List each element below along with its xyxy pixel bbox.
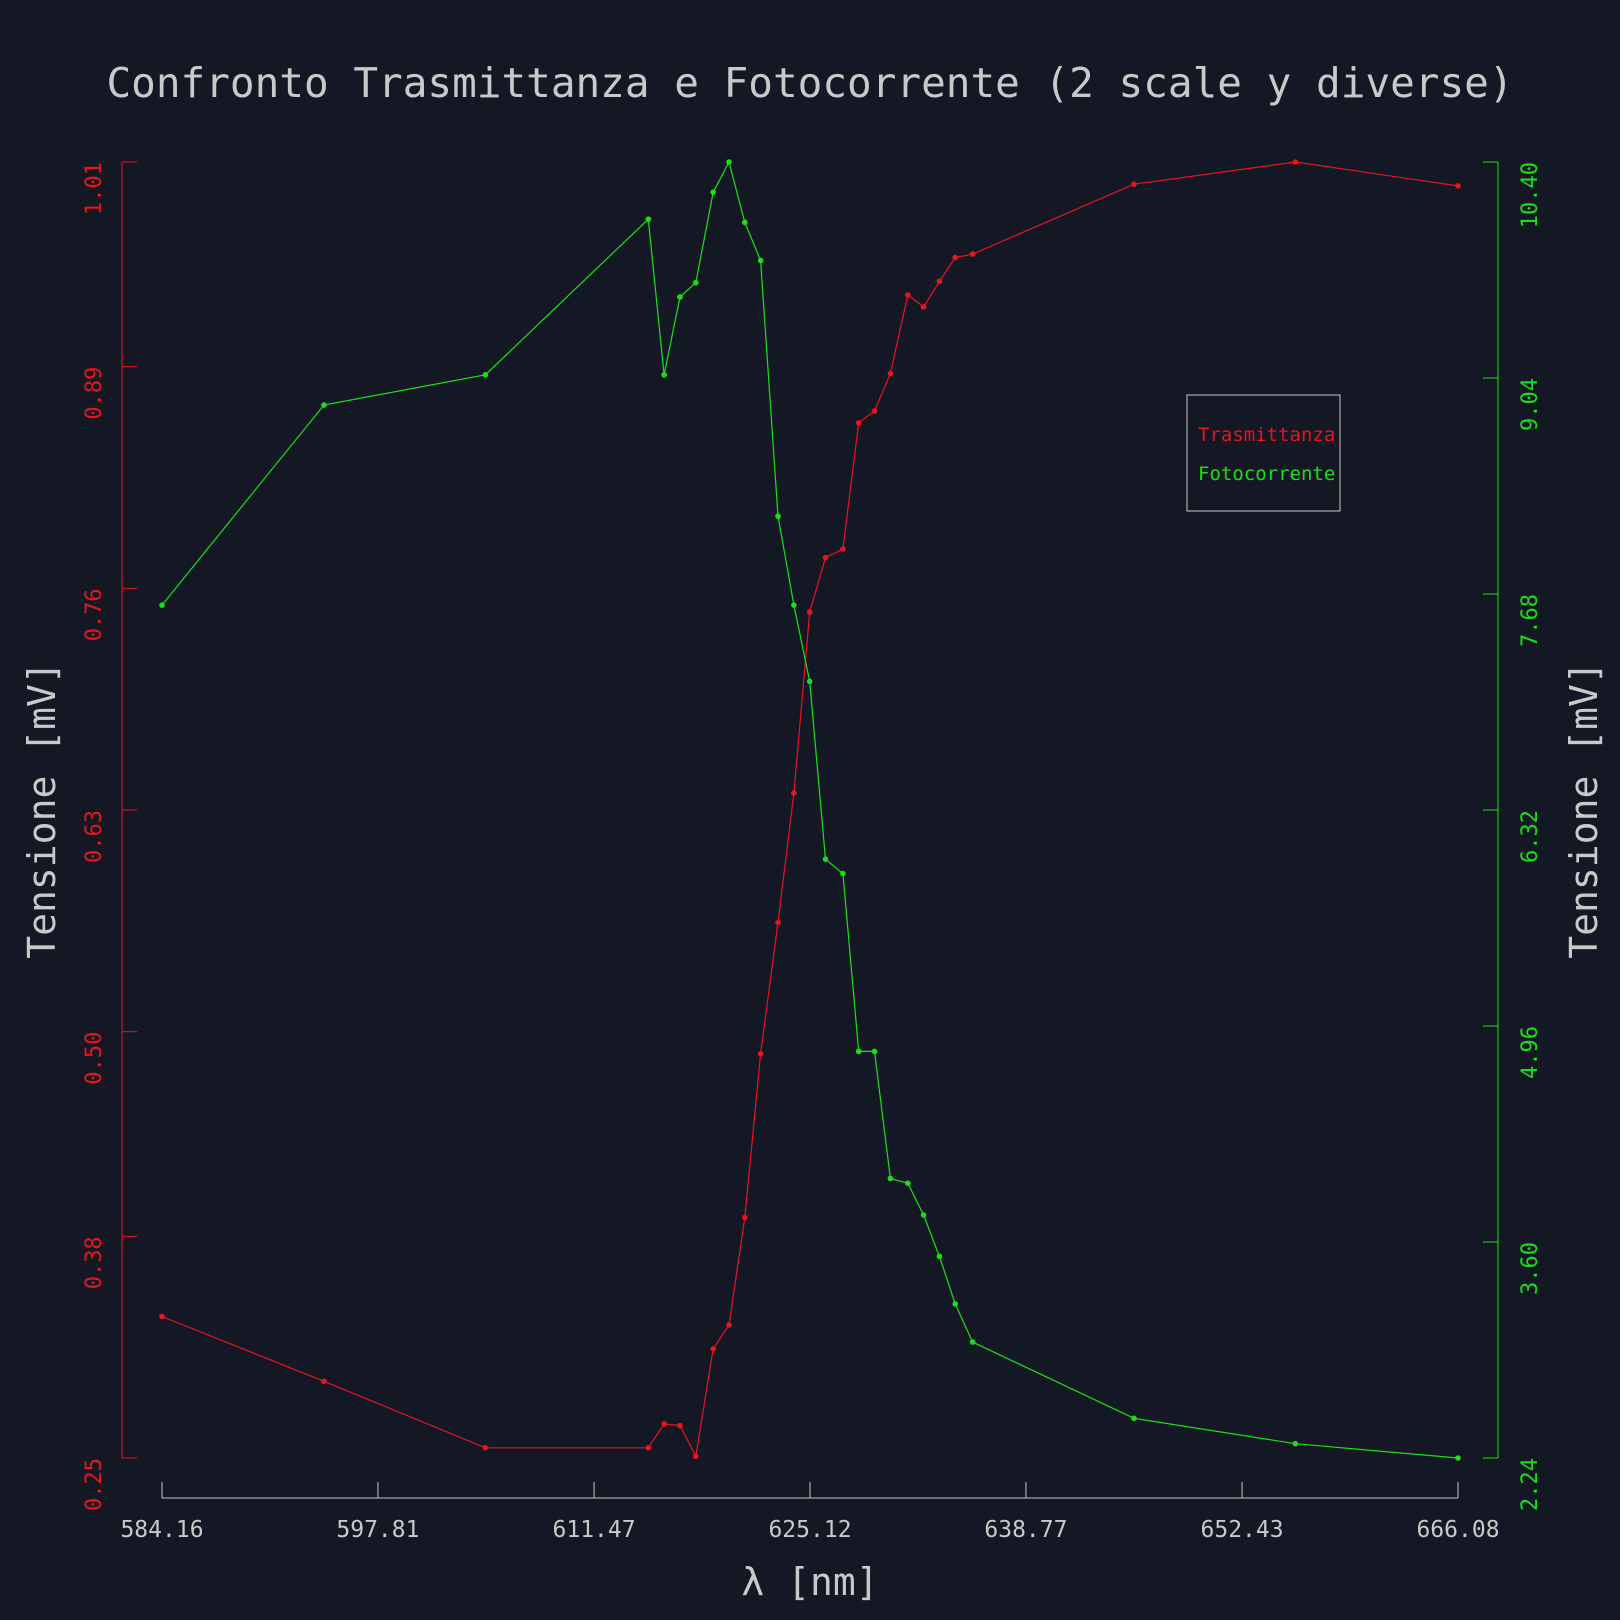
data-point-fotocorrente <box>855 1048 862 1055</box>
data-point-trasmittanza <box>645 1444 652 1451</box>
data-point-fotocorrente <box>321 402 327 408</box>
data-point-trasmittanza <box>726 1322 732 1328</box>
data-point-trasmittanza <box>677 1422 683 1429</box>
data-point-trasmittanza <box>936 278 943 285</box>
data-point-trasmittanza <box>806 609 813 615</box>
legend-entry-fotocorrente: Fotocorrente <box>1198 463 1335 485</box>
left-y-tick-label: 0.25 <box>82 1458 107 1511</box>
right-y-tick-label: 10.40 <box>1518 162 1543 228</box>
left-y-tick-label: 0.76 <box>82 588 107 641</box>
data-point-fotocorrente <box>920 1212 927 1218</box>
data-point-fotocorrente <box>936 1253 943 1260</box>
data-point-trasmittanza <box>952 254 959 261</box>
left-y-axis-label: Tensione [mV] <box>20 661 64 958</box>
data-point-trasmittanza <box>1292 159 1299 165</box>
data-point-fotocorrente <box>742 219 748 226</box>
data-point-trasmittanza <box>1455 183 1461 189</box>
data-point-trasmittanza <box>482 1444 489 1451</box>
data-point-trasmittanza <box>791 790 797 796</box>
data-point-fotocorrente <box>871 1048 878 1055</box>
data-point-trasmittanza <box>920 304 927 310</box>
data-point-fotocorrente <box>692 279 699 286</box>
data-point-fotocorrente <box>645 216 652 222</box>
data-point-trasmittanza <box>969 251 976 257</box>
data-point-fotocorrente <box>822 856 829 863</box>
left-y-tick-label: 0.50 <box>82 1032 107 1085</box>
x-tick-label: 666.08 <box>1416 1517 1499 1543</box>
x-axis: 584.16 597.81 611.47 625.12 638.77 652.43 666.… <box>120 1482 1500 1543</box>
data-point-trasmittanza <box>775 919 781 926</box>
data-point-fotocorrente <box>969 1339 976 1345</box>
left-y-tick-label: 0.63 <box>82 810 107 863</box>
data-point-trasmittanza <box>661 1421 667 1427</box>
x-tick-label: 597.81 <box>336 1517 419 1543</box>
data-point-fotocorrente <box>482 372 489 378</box>
right-y-axis: 2.24 3.60 4.96 6.32 7.68 9.04 10.40 <box>1483 161 1543 1511</box>
data-point-fotocorrente <box>791 602 797 608</box>
data-point-fotocorrente <box>726 159 732 165</box>
data-point-fotocorrente <box>775 513 781 519</box>
data-point-fotocorrente <box>887 1175 894 1182</box>
right-y-tick-label: 7.68 <box>1518 594 1543 647</box>
left-y-axis: 0.25 0.38 0.50 0.63 0.76 0.89 1.01 <box>82 161 137 1511</box>
data-point-fotocorrente <box>904 1180 911 1187</box>
right-y-tick-label: 4.96 <box>1518 1026 1543 1079</box>
data-point-trasmittanza <box>840 546 846 552</box>
data-point-trasmittanza <box>710 1346 716 1352</box>
data-point-fotocorrente <box>1455 1455 1461 1461</box>
data-point-fotocorrente <box>677 294 683 300</box>
left-y-tick-label: 0.89 <box>82 367 107 420</box>
chart-title: Confronto Trasmittanza e Fotocorrente (2… <box>107 59 1514 107</box>
data-point-fotocorrente <box>806 678 813 685</box>
data-point-fotocorrente <box>840 870 846 877</box>
series-line-trasmittanza <box>161 161 1459 1459</box>
legend-box <box>1186 394 1341 512</box>
right-y-tick-label: 9.04 <box>1518 378 1543 431</box>
data-point-trasmittanza <box>822 554 829 561</box>
data-point-trasmittanza <box>159 1313 165 1320</box>
data-point-trasmittanza <box>887 370 894 377</box>
x-tick-label: 652.43 <box>1201 1517 1284 1543</box>
right-y-axis-label: Tensione [mV] <box>1562 661 1606 958</box>
left-y-tick-label: 0.38 <box>82 1236 107 1289</box>
data-point-trasmittanza <box>692 1453 699 1460</box>
series-line-fotocorrente <box>161 160 1459 1459</box>
x-tick-label: 638.77 <box>984 1517 1067 1543</box>
x-tick-label: 611.47 <box>553 1517 636 1543</box>
data-point-trasmittanza <box>742 1214 748 1221</box>
data-point-fotocorrente <box>1292 1440 1299 1447</box>
data-point-fotocorrente <box>952 1301 959 1307</box>
legend-entry-trasmittanza: Trasmittanza <box>1198 424 1335 446</box>
data-point-trasmittanza <box>321 1378 327 1385</box>
series-layer <box>159 159 1461 1461</box>
right-y-tick-label: 6.32 <box>1518 810 1543 863</box>
x-tick-label: 584.16 <box>120 1517 203 1543</box>
data-point-fotocorrente <box>661 372 667 378</box>
data-point-fotocorrente <box>710 189 716 195</box>
right-y-tick-label: 2.24 <box>1518 1458 1543 1511</box>
x-tick-label: 625.12 <box>768 1517 851 1543</box>
data-point-trasmittanza <box>904 292 911 298</box>
legend: Trasmittanza Fotocorrente <box>1186 394 1341 512</box>
x-axis-label: λ [nm] <box>741 1560 878 1604</box>
data-point-fotocorrente <box>757 257 764 264</box>
data-point-trasmittanza <box>855 420 862 426</box>
data-point-fotocorrente <box>159 602 165 608</box>
left-y-tick-label: 1.01 <box>82 162 107 215</box>
data-point-trasmittanza <box>1131 181 1137 187</box>
data-point-trasmittanza <box>757 1051 764 1057</box>
data-point-fotocorrente <box>1131 1415 1137 1422</box>
data-point-trasmittanza <box>871 408 878 414</box>
right-y-tick-label: 3.60 <box>1518 1242 1543 1295</box>
